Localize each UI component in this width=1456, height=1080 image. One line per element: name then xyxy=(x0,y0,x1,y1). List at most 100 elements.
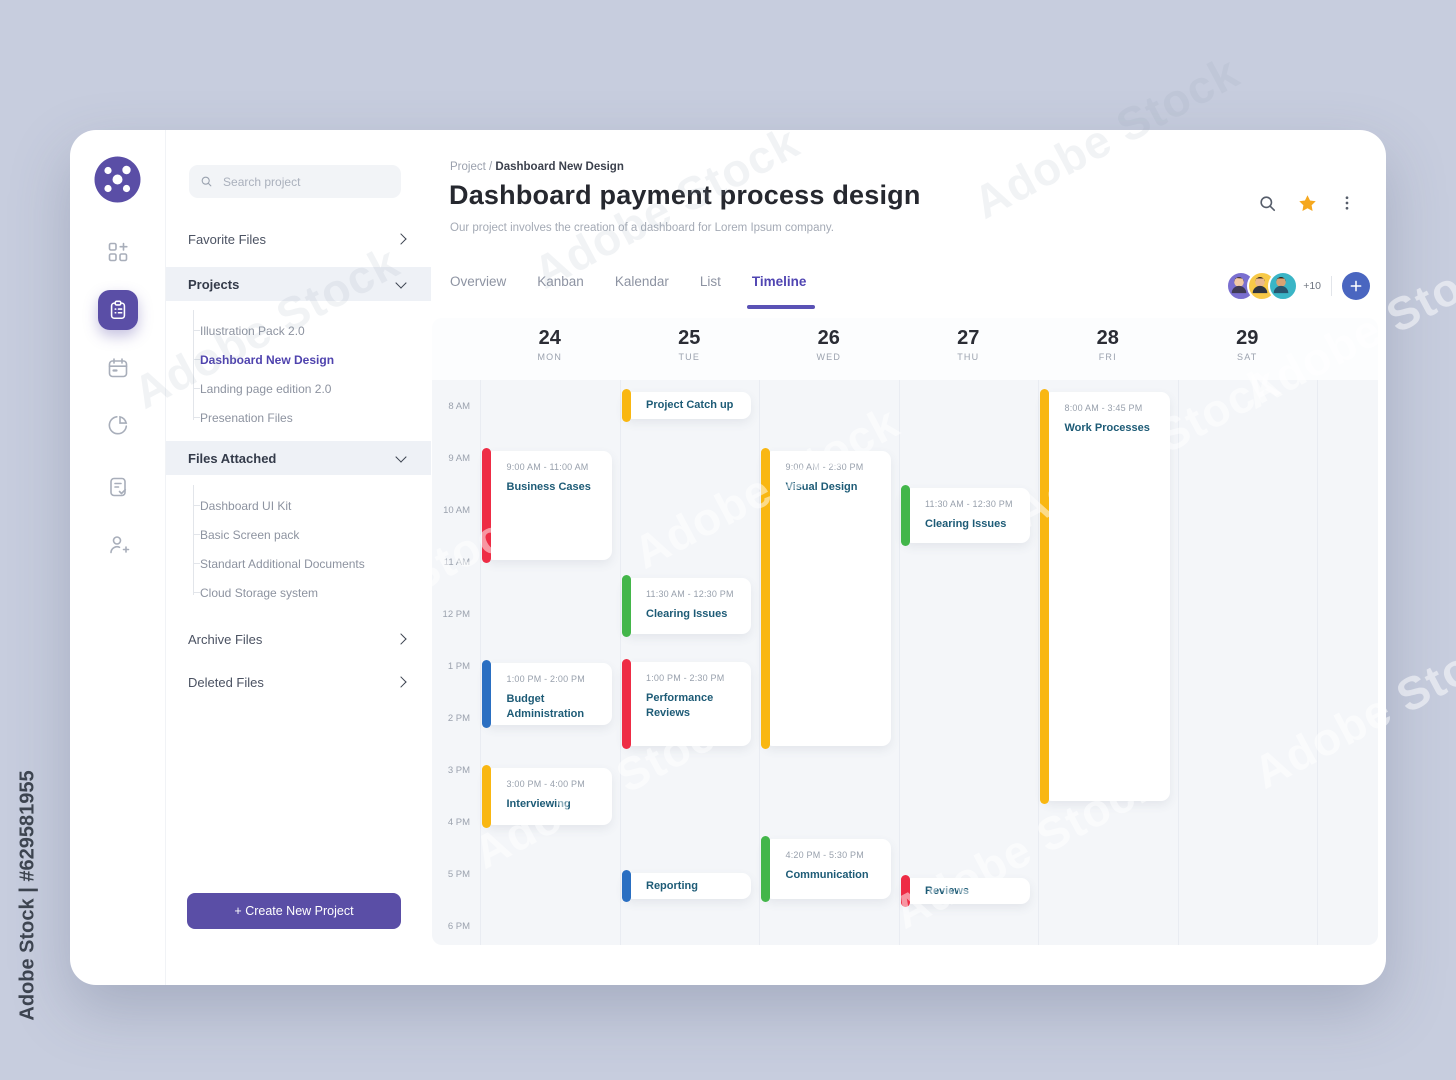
event-card-clearing-issues[interactable]: 11:30 AM - 12:30 PM Clearing Issues xyxy=(900,485,1030,546)
hour-label: 6 PM xyxy=(447,921,470,932)
event-time: 11:30 AM - 12:30 PM xyxy=(646,589,734,599)
column-divider xyxy=(1177,380,1179,945)
breadcrumb-current: Dashboard New Design xyxy=(495,161,624,173)
section-label: Projects xyxy=(188,276,240,292)
avatar-face xyxy=(1231,277,1247,294)
section-archive-files[interactable]: Archive Files xyxy=(166,624,431,654)
sidebar-item-cloud-storage-system[interactable]: Cloud Storage system xyxy=(166,578,431,607)
tab-list[interactable]: List xyxy=(699,274,721,289)
tab-kanban[interactable]: Kanban xyxy=(537,274,584,289)
section-label: Files Attached xyxy=(188,450,277,466)
nav-calendar-button[interactable] xyxy=(106,356,130,380)
event-card-clearing-issues[interactable]: 11:30 AM - 12:30 PM Clearing Issues xyxy=(621,575,751,637)
tree-line xyxy=(193,485,194,595)
nav-add-user-button[interactable] xyxy=(106,533,130,557)
section-deleted-files[interactable]: Deleted Files xyxy=(166,667,431,697)
event-title: Project Catch up xyxy=(646,399,734,412)
create-new-project-button[interactable]: + Create New Project xyxy=(187,893,401,929)
event-card-budget-administration[interactable]: 1:00 PM - 2:00 PM Budget Administration xyxy=(482,660,612,728)
app-window: Favorite Files Projects Illustration Pac… xyxy=(70,130,1386,985)
nav-boards-button[interactable] xyxy=(106,240,130,264)
sidebar-item-label: Basic Screen pack xyxy=(200,527,300,542)
sidebar-item-basic-screen-pack[interactable]: Basic Screen pack xyxy=(166,520,431,549)
projects-tree: Illustration Pack 2.0 Dashboard New Desig… xyxy=(166,310,431,432)
sidebar-item-dashboard-new-design[interactable]: Dashboard New Design xyxy=(166,345,431,374)
day-header-thu: 27 THU xyxy=(899,327,1039,362)
event-color-bar xyxy=(482,448,491,563)
nav-tasks-button-active[interactable] xyxy=(98,290,138,330)
members-more-count: +10 xyxy=(1303,280,1321,292)
day-name: WED xyxy=(816,352,842,362)
sidebar-item-label: Dashboard New Design xyxy=(200,352,335,367)
tree-dash xyxy=(193,417,200,418)
event-time: 9:00 AM - 2:30 PM xyxy=(785,462,864,472)
section-label: Deleted Files xyxy=(188,674,264,690)
event-card-reporting[interactable]: Reporting xyxy=(621,870,751,902)
breadcrumb-root[interactable]: Project xyxy=(450,161,486,173)
search-input[interactable] xyxy=(221,173,390,190)
day-number: 27 xyxy=(957,327,980,349)
column-divider xyxy=(898,380,900,945)
tab-kalendar[interactable]: Kalendar xyxy=(614,274,669,289)
day-name: MON xyxy=(537,352,563,362)
day-name: TUE xyxy=(678,352,701,362)
hour-label: 5 PM xyxy=(447,869,470,880)
section-files-attached[interactable]: Files Attached xyxy=(166,441,431,475)
event-color-bar xyxy=(761,836,770,902)
tab-overview[interactable]: Overview xyxy=(450,274,507,289)
event-card-communication[interactable]: 4:20 PM - 5:30 PM Communication xyxy=(761,836,891,902)
project-search[interactable] xyxy=(189,165,401,198)
app-logo[interactable] xyxy=(94,156,141,208)
avatar[interactable] xyxy=(1268,271,1299,301)
hour-label: 3 PM xyxy=(447,765,470,776)
more-menu-button[interactable] xyxy=(1336,192,1358,214)
event-card-visual-design[interactable]: 9:00 AM - 2:30 PM Visual Design xyxy=(761,448,891,749)
tree-dash xyxy=(193,359,200,360)
sidebar-item-illustration-pack-2-0[interactable]: Illustration Pack 2.0 xyxy=(166,316,431,345)
event-title: Work Processes xyxy=(1064,422,1150,434)
chevron-down-icon xyxy=(395,276,407,289)
favorite-star-button[interactable] xyxy=(1296,192,1318,214)
day-header-row: 24 MON 25 TUE 26 WED 27 THU 28 FRI 29 SAT xyxy=(432,318,1378,380)
hour-label: 1 PM xyxy=(447,661,470,672)
day-number: 26 xyxy=(817,327,840,349)
calendar-icon xyxy=(108,358,128,378)
nav-stats-button[interactable] xyxy=(106,413,130,437)
event-card-performance-reviews[interactable]: 1:00 PM - 2:30 PM Performance Reviews xyxy=(621,659,751,749)
hour-label: 2 PM xyxy=(447,713,470,724)
add-member-button[interactable] xyxy=(1342,272,1370,300)
event-card-interviewing[interactable]: 3:00 PM - 4:00 PM Interviewing xyxy=(482,765,612,828)
event-color-bar xyxy=(761,448,770,749)
pie-chart-icon xyxy=(108,415,128,435)
logo-icon xyxy=(94,156,141,203)
event-time: 1:00 PM - 2:00 PM xyxy=(506,674,585,684)
event-time: 9:00 AM - 11:00 AM xyxy=(506,462,589,472)
sidebar-item-landing-page-edition-2-0[interactable]: Landing page edition 2.0 xyxy=(166,374,431,403)
divider xyxy=(1331,276,1332,296)
column-divider xyxy=(619,380,621,945)
icon-rail xyxy=(70,130,165,985)
sidebar-item-label: Cloud Storage system xyxy=(200,585,319,600)
event-card-project-catch-up[interactable]: Project Catch up xyxy=(621,389,751,422)
event-card-reviews[interactable]: Reviews xyxy=(900,875,1030,907)
event-color-bar xyxy=(900,485,910,546)
nav-notes-button[interactable] xyxy=(106,475,130,499)
sidebar-item-standart-additional-documents[interactable]: Standart Additional Documents xyxy=(166,549,431,578)
section-projects[interactable]: Projects xyxy=(166,267,431,301)
sidebar-item-label: Presenation Files xyxy=(200,410,293,425)
event-title: Reporting xyxy=(646,879,698,892)
sidebar-item-dashboard-ui-kit[interactable]: Dashboard UI Kit xyxy=(166,491,431,520)
tab-timeline[interactable]: Timeline xyxy=(746,274,816,309)
event-time: 8:00 AM - 3:45 PM xyxy=(1064,403,1143,413)
day-name: SAT xyxy=(1237,352,1258,362)
event-title: Performance Reviews xyxy=(646,692,714,719)
event-title: Communication xyxy=(785,869,869,881)
event-card-business-cases[interactable]: 9:00 AM - 11:00 AM Business Cases xyxy=(482,448,612,563)
page-title: Dashboard payment process design xyxy=(449,180,921,210)
section-favorite-files[interactable]: Favorite Files xyxy=(166,224,431,254)
event-card-work-processes[interactable]: 8:00 AM - 3:45 PM Work Processes xyxy=(1040,389,1170,804)
event-color-bar xyxy=(900,875,910,907)
search-button[interactable] xyxy=(1256,192,1278,214)
sidebar-item-presenation-files[interactable]: Presenation Files xyxy=(166,403,431,432)
